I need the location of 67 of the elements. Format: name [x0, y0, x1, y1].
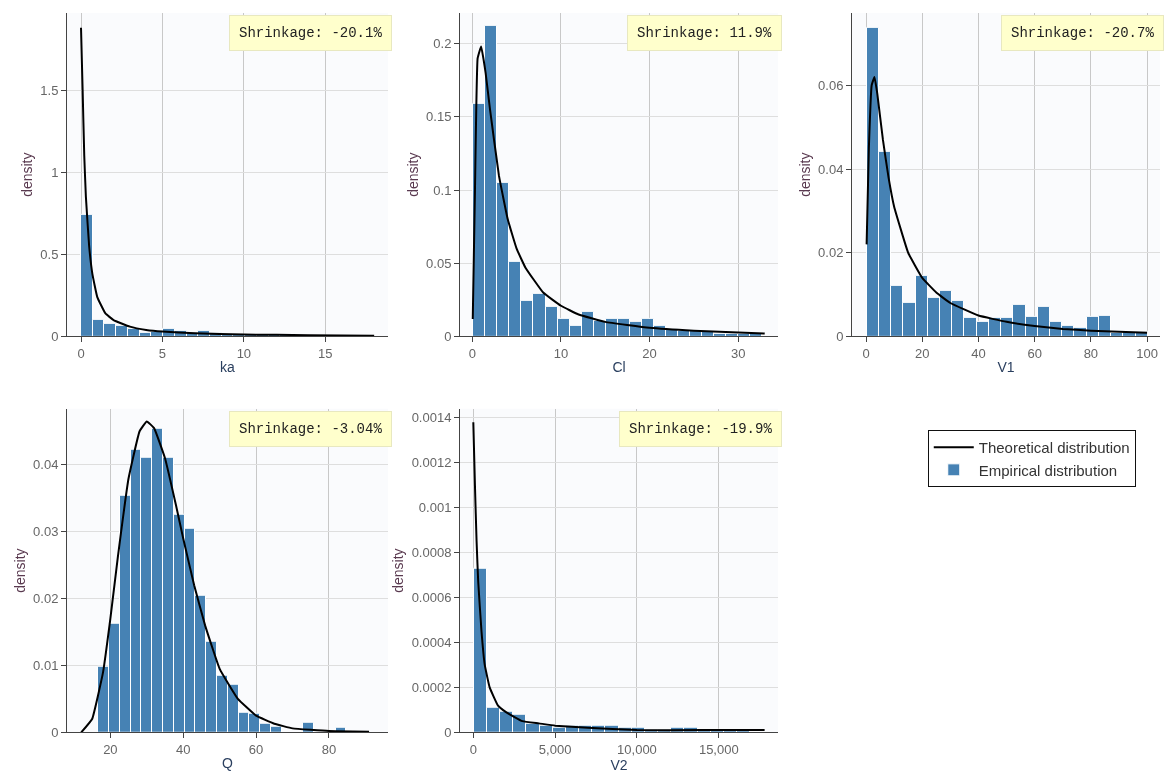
y-tick-label: 0.0004	[411, 635, 452, 651]
y-tick-label: 0.06	[818, 77, 844, 93]
x-axis-title: V2	[610, 756, 628, 773]
y-axis-title: density	[796, 152, 813, 197]
line-series	[471, 45, 766, 335]
x-tick-label: 40	[971, 346, 986, 362]
y-tick-label: 0.1	[433, 182, 452, 198]
x-tick-label: 10	[553, 346, 569, 362]
y-tick-label: 0.0008	[411, 545, 452, 561]
x-axis-title: V1	[997, 359, 1015, 376]
y-tick-label: 0.5	[40, 246, 59, 262]
y-axis-title: density	[404, 152, 421, 197]
x-tick-label: 5	[158, 346, 167, 362]
x-tick-label: 10,000	[617, 741, 657, 757]
x-tick-label: 30	[730, 346, 746, 362]
y-tick-label: 0.03	[33, 524, 59, 540]
y-tick-label: 0.01	[33, 658, 59, 674]
y-tick-label: 0.001	[418, 500, 452, 516]
x-tick-label: 0	[77, 346, 85, 362]
x-axis-title: Q	[222, 755, 234, 772]
x-tick-label: 100	[1136, 346, 1158, 362]
x-tick-label: 80	[1083, 346, 1099, 362]
y-tick-label: 0	[444, 329, 452, 345]
legend-label: Theoretical distribution	[978, 439, 1130, 457]
y-tick-label: 0.04	[818, 161, 844, 177]
y-tick-label: 0.04	[33, 457, 59, 473]
x-tick-label: 10	[236, 346, 252, 362]
y-tick-label: 1.5	[40, 82, 59, 98]
y-tick-label: 0.0012	[411, 455, 452, 471]
y-tick-label: 0	[51, 329, 59, 345]
annotation: Shrinkage: -20.1%	[239, 25, 383, 41]
y-axis-title: density	[18, 152, 35, 197]
annotation: Shrinkage: 11.9%	[637, 25, 773, 41]
y-tick-label: 0.15	[426, 109, 452, 125]
y-tick-label: 0.02	[33, 591, 59, 607]
y-tick-label: 0.0006	[411, 590, 452, 606]
legend-label: Empirical distribution	[978, 461, 1118, 479]
y-tick-label: 0.0014	[411, 410, 452, 426]
y-tick-label: 0.2	[433, 36, 452, 52]
line-series	[865, 75, 1149, 334]
x-tick-label: 40	[176, 741, 191, 757]
y-tick-label: 1	[51, 164, 59, 180]
x-tick-label: 0	[468, 346, 476, 362]
x-tick-label: 20	[103, 741, 118, 757]
x-tick-label: 60	[248, 741, 264, 757]
y-tick-label: 0	[444, 724, 452, 740]
x-axis-title: ka	[220, 359, 236, 376]
x-tick-label: 20	[642, 346, 657, 362]
x-tick-label: 60	[1027, 346, 1042, 362]
y-axis-title: density	[11, 548, 28, 593]
y-tick-label: 0.05	[426, 255, 452, 271]
x-tick-label: 0	[469, 741, 477, 757]
x-axis-title: Cl	[612, 359, 626, 376]
y-axis-title: density	[390, 548, 407, 593]
x-tick-label: 15	[318, 346, 333, 362]
x-tick-label: 80	[321, 741, 337, 757]
annotation: Shrinkage: -3.04%	[239, 421, 383, 437]
annotation: Shrinkage: -20.7%	[1011, 25, 1155, 41]
x-tick-label: 0	[862, 346, 870, 362]
x-tick-label: 20	[915, 346, 930, 362]
y-tick-label: 0	[836, 329, 844, 345]
annotation: Shrinkage: -19.9%	[629, 421, 773, 437]
x-tick-label: 15,000	[698, 741, 739, 757]
x-tick-label: 5,000	[538, 741, 572, 757]
y-tick-label: 0.02	[818, 245, 844, 261]
y-tick-label: 0.0002	[411, 679, 452, 695]
y-tick-label: 0	[51, 724, 59, 740]
